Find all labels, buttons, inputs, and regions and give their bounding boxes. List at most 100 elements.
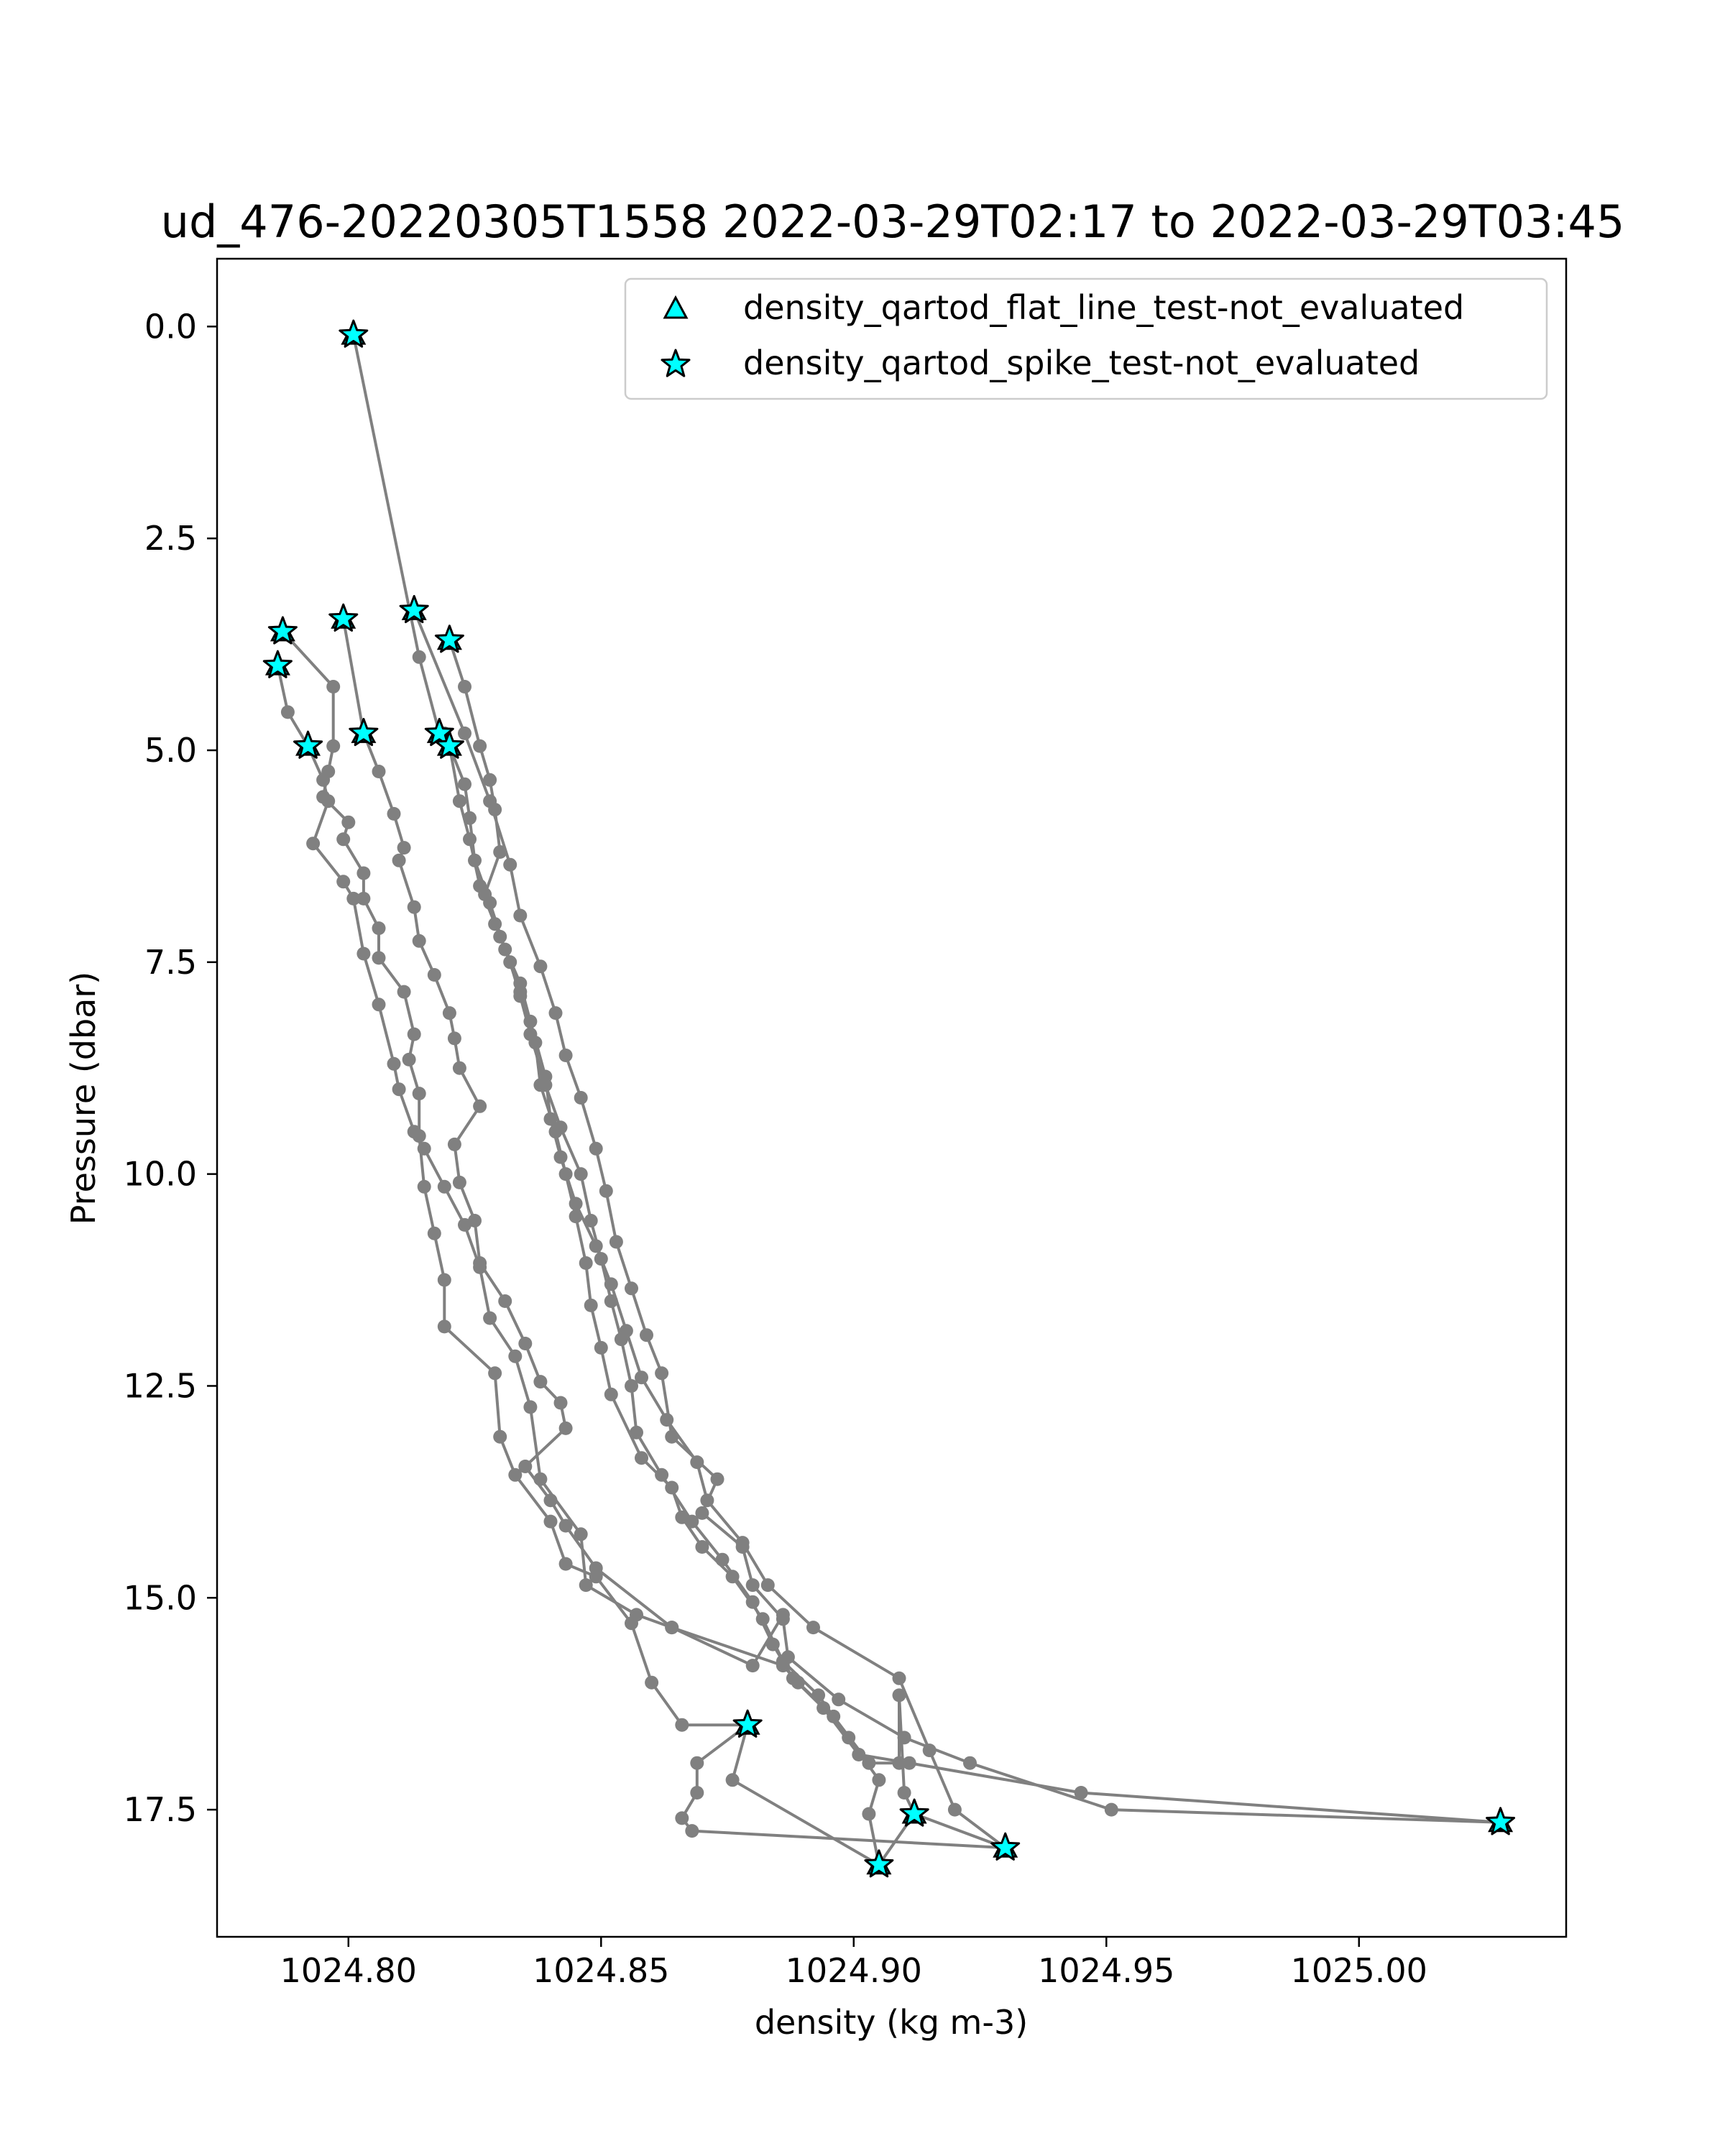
data-point [452, 794, 466, 808]
data-point [725, 1570, 740, 1584]
data-point [645, 1675, 659, 1690]
data-point [483, 773, 497, 787]
data-point [558, 1049, 573, 1062]
data-point [1104, 1802, 1118, 1817]
x-tick-label: 1024.85 [533, 1951, 669, 1990]
data-point [493, 1429, 507, 1444]
data-point [493, 845, 507, 859]
profile-line-7 [448, 640, 1006, 1849]
data-point [589, 1239, 603, 1253]
data-point [372, 951, 386, 965]
y-axis-label: Pressure (dbar) [64, 972, 103, 1225]
data-point [306, 837, 321, 851]
data-point [553, 1396, 568, 1410]
data-point [397, 841, 411, 855]
data-point [493, 929, 507, 944]
data-point [604, 1277, 618, 1291]
data-point [372, 921, 386, 936]
data-point [553, 1150, 568, 1164]
data-point [635, 1451, 648, 1465]
spike-flag-marker [262, 650, 293, 678]
data-point [427, 1226, 441, 1240]
data-point [786, 1671, 800, 1685]
data-point [872, 1773, 886, 1787]
data-point [599, 1184, 613, 1198]
data-point [437, 1179, 451, 1194]
legend-star-shape [661, 349, 691, 377]
data-point [543, 1493, 558, 1508]
data-point [483, 794, 497, 808]
data-point [558, 1557, 573, 1571]
data-point [478, 888, 492, 901]
spike-flag-marker [399, 594, 429, 624]
data-point [447, 1031, 461, 1046]
data-point [518, 1337, 533, 1350]
data-point [963, 1756, 977, 1770]
x-tick-label: 1024.80 [280, 1951, 417, 1990]
data-point [387, 1056, 401, 1071]
data-point [372, 998, 386, 1012]
data-point [463, 832, 477, 847]
data-point [336, 875, 351, 889]
data-point [458, 726, 472, 740]
data-point [326, 739, 341, 753]
data-point [548, 1006, 563, 1021]
data-point [745, 1578, 760, 1593]
data-point [745, 1659, 760, 1673]
data-point [356, 946, 371, 961]
data-point [832, 1692, 846, 1707]
data-point [604, 1387, 618, 1401]
data-point [473, 739, 487, 753]
y-tick-label: 5.0 [144, 731, 197, 770]
data-point [781, 1650, 795, 1664]
data-point [609, 1235, 623, 1249]
flagged-points-layer [262, 319, 1516, 1878]
data-point [574, 1527, 588, 1542]
y-tick-label: 2.5 [144, 519, 197, 558]
data-point [523, 1014, 538, 1028]
data-point [356, 891, 371, 906]
data-point [574, 1167, 588, 1181]
data-point [503, 857, 518, 872]
data-point [660, 1413, 674, 1427]
data-point [427, 968, 441, 982]
data-point [625, 1379, 638, 1393]
spike-flag-marker [1486, 1807, 1516, 1835]
profile-line-9 [680, 1723, 1006, 1850]
spike-flag-marker [434, 625, 464, 653]
data-point [372, 765, 386, 778]
legend: density_qartod_flat_line_test-not_evalua… [624, 277, 1548, 400]
data-point [513, 976, 528, 990]
data-point [655, 1468, 669, 1482]
data-point [862, 1807, 876, 1821]
data-point [412, 934, 426, 948]
data-point [468, 853, 482, 867]
data-point [402, 1052, 416, 1067]
data-point [513, 908, 528, 923]
data-point [538, 1069, 553, 1084]
data-point [710, 1472, 724, 1486]
data-point [533, 1375, 548, 1389]
spike-flag-marker [339, 319, 369, 348]
data-point [685, 1824, 699, 1838]
data-point [498, 1294, 512, 1308]
data-point [468, 1214, 482, 1227]
spike-flag-marker [293, 730, 323, 759]
data-point [569, 1197, 583, 1211]
data-point [473, 1099, 487, 1113]
data-point [665, 1480, 679, 1495]
data-point [412, 650, 426, 664]
data-point [417, 1141, 431, 1156]
data-point [341, 815, 356, 829]
data-point [387, 806, 401, 821]
data-point [776, 1612, 790, 1626]
data-point [725, 1773, 740, 1787]
data-point [412, 1087, 426, 1101]
data-point [735, 1540, 750, 1554]
data-point [1074, 1786, 1088, 1800]
x-axis: 1024.80 1024.85 1024.90 1024.95 1025.00 [280, 1937, 1427, 1990]
data-point [523, 1400, 538, 1414]
profile-line-1 [341, 618, 365, 734]
y-tick-label: 17.5 [124, 1790, 197, 1829]
data-point [326, 680, 341, 694]
